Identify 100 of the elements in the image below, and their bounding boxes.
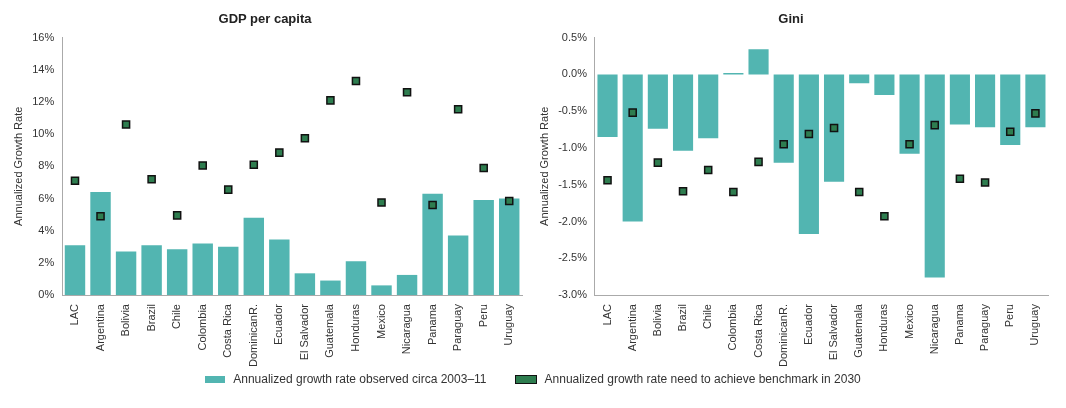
x-tick-label: Argentina [93, 303, 106, 352]
x-tick-label: Honduras [877, 303, 890, 352]
x-tick-label: Nicaragua [400, 303, 413, 355]
point [198, 161, 207, 170]
x-tick-label: Bolivia [650, 303, 663, 337]
point [729, 187, 738, 197]
point [653, 158, 663, 167]
x-tick-label: Mexico [374, 304, 387, 339]
bar [773, 74, 794, 163]
chart-title: Gini [778, 11, 804, 27]
point [223, 185, 233, 194]
y-axis-title: Annualized Growth Rate [11, 106, 24, 226]
bar [1025, 74, 1046, 128]
point [628, 108, 637, 117]
x-tick-label: Guatemala [323, 303, 336, 358]
x-tick-label: Colombia [195, 303, 208, 351]
bar [141, 245, 162, 296]
legend-label: Annualized growth rate need to achieve benchmark in 2030 [544, 372, 861, 386]
x-tick-label: DominicanR. [246, 304, 259, 367]
bar [949, 74, 970, 125]
bar [396, 274, 418, 296]
x-tick-label: Nicaragua [927, 303, 940, 355]
bar [64, 245, 86, 296]
x-tick-label: Paraguay [978, 303, 991, 352]
x-tick-label: Brazil [144, 304, 157, 332]
bar [975, 74, 996, 128]
bar [823, 74, 845, 182]
y-tick-label: -2.5% [558, 251, 588, 264]
bar [294, 273, 316, 296]
x-tick-label: LAC [600, 303, 613, 326]
bar [748, 49, 769, 75]
bar [166, 249, 188, 296]
bar [647, 74, 668, 129]
bar [345, 261, 367, 296]
x-tick-label: Ecuador [801, 303, 814, 346]
y-tick-label: -2.0% [558, 214, 588, 227]
bar [371, 285, 392, 296]
y-axis-title: Annualized Growth Rate [537, 106, 550, 226]
point [96, 211, 105, 221]
x-tick-label: El Salvador [827, 303, 840, 361]
y-tick-label: -1.0% [558, 140, 588, 153]
bar [218, 246, 239, 296]
bar [1000, 74, 1021, 145]
bar [798, 74, 819, 234]
bar [672, 74, 694, 151]
y-tick-label: 2% [38, 255, 55, 268]
y-tick-label: -0.5% [558, 104, 588, 117]
point [880, 212, 889, 221]
point [779, 139, 788, 149]
point [249, 160, 259, 169]
point [804, 129, 814, 139]
y-tick-label: 0% [38, 288, 55, 301]
x-tick-label: Peru [1003, 304, 1016, 328]
y-tick-label: 4% [38, 223, 55, 236]
x-tick-label: Costa Rica [751, 303, 764, 358]
point [479, 163, 488, 173]
bar [422, 193, 443, 296]
bar [924, 74, 945, 278]
y-tick-label: 12% [32, 94, 55, 107]
bar [192, 243, 213, 296]
x-tick-label: DominicanR. [776, 304, 789, 367]
bar [473, 200, 494, 296]
y-tick-label: 0.5% [561, 30, 588, 43]
x-tick-label: Colombia [726, 303, 739, 351]
bar [849, 74, 870, 84]
bar [622, 74, 643, 222]
point [678, 187, 688, 196]
point [147, 174, 156, 184]
y-tick-label: -3.0% [558, 288, 588, 301]
bar [243, 217, 265, 296]
point [829, 123, 839, 133]
x-tick-label: Bolivia [119, 303, 132, 337]
point [402, 88, 412, 97]
point [428, 200, 437, 210]
point [603, 176, 612, 185]
bar [597, 74, 618, 137]
point [172, 211, 182, 220]
y-tick-label: 10% [32, 127, 55, 140]
y-tick-label: -1.5% [558, 177, 588, 190]
point [70, 176, 80, 186]
x-tick-label: Costa Rica [221, 303, 234, 358]
x-tick-label: Panama [952, 303, 965, 346]
y-tick-label: 14% [32, 62, 55, 75]
bar [698, 74, 719, 139]
point [351, 76, 361, 86]
y-tick-label: 6% [38, 191, 55, 204]
bar [115, 251, 137, 296]
x-tick-label: Ecuador [272, 303, 285, 346]
bar [499, 198, 520, 296]
x-tick-label: Argentina [625, 303, 638, 352]
point [854, 187, 864, 197]
x-tick-label: Guatemala [852, 303, 865, 358]
x-tick-label: LAC [68, 303, 81, 326]
point [300, 133, 310, 143]
x-tick-label: El Salvador [297, 303, 310, 361]
point [980, 178, 990, 187]
bar [269, 239, 290, 296]
point [930, 120, 940, 130]
x-tick-label: Peru [476, 304, 489, 328]
x-tick-label: Chile [170, 304, 183, 330]
